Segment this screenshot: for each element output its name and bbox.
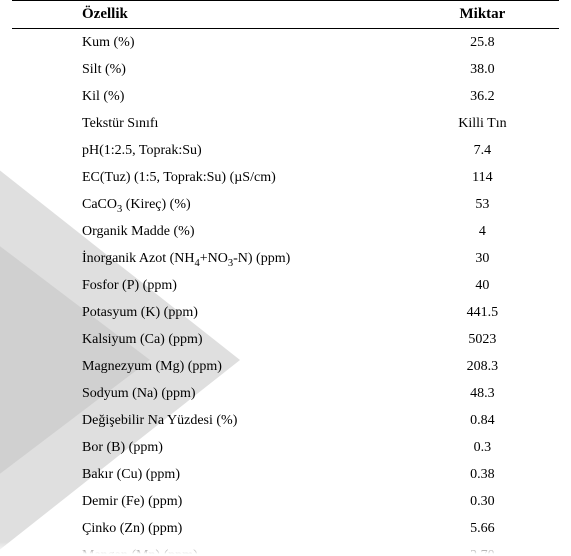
table-body: Kum (%)25.8 Silt (%)38.0 Kil (%)36.2 Tek… (12, 29, 559, 556)
table-row: Silt (%)38.0 (12, 56, 559, 83)
cell-property: EC(Tuz) (1:5, Toprak:Su) (µS/cm) (12, 164, 406, 191)
cell-property: Demir (Fe) (ppm) (12, 488, 406, 515)
cell-property: Potasyum (K) (ppm) (12, 299, 406, 326)
table-row: Sodyum (Na) (ppm)48.3 (12, 380, 559, 407)
cell-value: 30 (406, 245, 559, 272)
cell-property: Çinko (Zn) (ppm) (12, 515, 406, 542)
cell-property: Kum (%) (12, 29, 406, 57)
table-row: Tekstür SınıfıKilli Tın (12, 110, 559, 137)
soil-analysis-table: Özellik Miktar Kum (%)25.8 Silt (%)38.0 … (12, 0, 559, 556)
header-value: Miktar (406, 1, 559, 29)
table-row: Mangan (Mn) (ppm)2.70 (12, 542, 559, 556)
cell-property: Kil (%) (12, 83, 406, 110)
cell-value: 0.84 (406, 407, 559, 434)
table-row: EC(Tuz) (1:5, Toprak:Su) (µS/cm)114 (12, 164, 559, 191)
cell-value: 208.3 (406, 353, 559, 380)
table-row: Organik Madde (%)4 (12, 218, 559, 245)
cell-value: 5.66 (406, 515, 559, 542)
cell-value: 38.0 (406, 56, 559, 83)
cell-value: 4 (406, 218, 559, 245)
table-row: Çinko (Zn) (ppm)5.66 (12, 515, 559, 542)
cell-value: 25.8 (406, 29, 559, 57)
table-row: CaCO3 (Kireç) (%)53 (12, 191, 559, 218)
table-row: Magnezyum (Mg) (ppm)208.3 (12, 353, 559, 380)
cell-property: İnorganik Azot (NH4+NO3-N) (ppm) (12, 245, 406, 272)
cell-value: 2.70 (406, 542, 559, 556)
cell-value: Killi Tın (406, 110, 559, 137)
table-row: pH(1:2.5, Toprak:Su)7.4 (12, 137, 559, 164)
table-row: Fosfor (P) (ppm)40 (12, 272, 559, 299)
cell-value: 5023 (406, 326, 559, 353)
cell-value: 0.38 (406, 461, 559, 488)
cell-value: 36.2 (406, 83, 559, 110)
cell-value: 0.3 (406, 434, 559, 461)
table-row: Kum (%)25.8 (12, 29, 559, 57)
table-row: Potasyum (K) (ppm)441.5 (12, 299, 559, 326)
cell-property: Değişebilir Na Yüzdesi (%) (12, 407, 406, 434)
cell-value: 48.3 (406, 380, 559, 407)
cell-property: CaCO3 (Kireç) (%) (12, 191, 406, 218)
cell-property: Fosfor (P) (ppm) (12, 272, 406, 299)
table-row: İnorganik Azot (NH4+NO3-N) (ppm)30 (12, 245, 559, 272)
table-row: Bor (B) (ppm)0.3 (12, 434, 559, 461)
table-row: Bakır (Cu) (ppm)0.38 (12, 461, 559, 488)
cell-property: Bor (B) (ppm) (12, 434, 406, 461)
cell-value: 441.5 (406, 299, 559, 326)
header-property: Özellik (12, 1, 406, 29)
cell-property: Mangan (Mn) (ppm) (12, 542, 406, 556)
table-header-row: Özellik Miktar (12, 1, 559, 29)
cell-property: Tekstür Sınıfı (12, 110, 406, 137)
soil-analysis-table-wrap: Özellik Miktar Kum (%)25.8 Silt (%)38.0 … (0, 0, 571, 556)
table-row: Demir (Fe) (ppm)0.30 (12, 488, 559, 515)
cell-value: 40 (406, 272, 559, 299)
cell-property: Silt (%) (12, 56, 406, 83)
table-row: Kil (%)36.2 (12, 83, 559, 110)
cell-property: Magnezyum (Mg) (ppm) (12, 353, 406, 380)
table-row: Değişebilir Na Yüzdesi (%)0.84 (12, 407, 559, 434)
cell-property: Sodyum (Na) (ppm) (12, 380, 406, 407)
table-row: Kalsiyum (Ca) (ppm)5023 (12, 326, 559, 353)
cell-value: 114 (406, 164, 559, 191)
cell-property: Organik Madde (%) (12, 218, 406, 245)
cell-value: 7.4 (406, 137, 559, 164)
cell-value: 53 (406, 191, 559, 218)
cell-value: 0.30 (406, 488, 559, 515)
cell-property: Bakır (Cu) (ppm) (12, 461, 406, 488)
cell-property: pH(1:2.5, Toprak:Su) (12, 137, 406, 164)
cell-property: Kalsiyum (Ca) (ppm) (12, 326, 406, 353)
